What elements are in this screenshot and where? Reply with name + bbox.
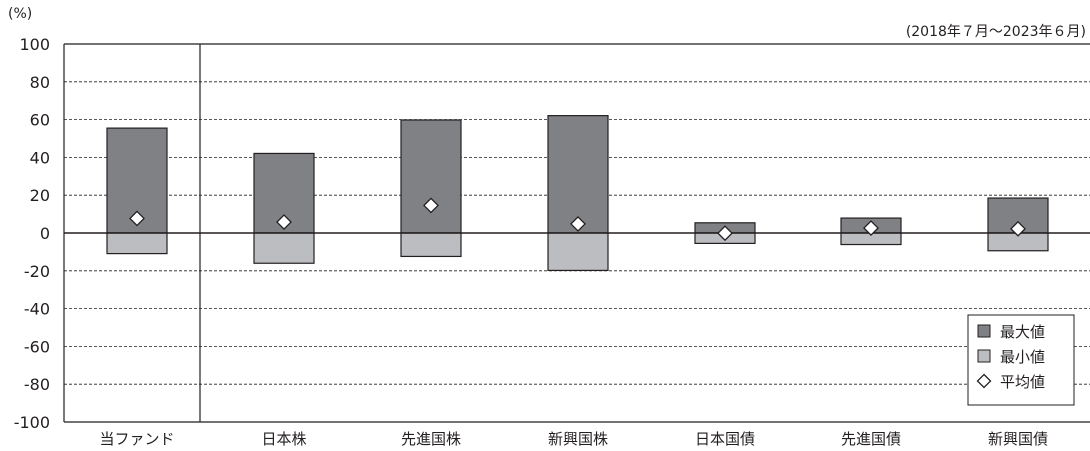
y-tick-label: -80 xyxy=(24,375,50,394)
x-tick-label: 新興国債 xyxy=(988,430,1048,448)
legend-label: 最大値 xyxy=(1000,323,1045,341)
x-tick-label: 日本国債 xyxy=(695,430,755,448)
y-tick-label: 100 xyxy=(19,35,50,54)
average-marker xyxy=(717,225,733,242)
x-tick-label: 先進国債 xyxy=(841,430,901,448)
average-marker xyxy=(129,210,145,227)
gridlines xyxy=(64,81,1090,385)
bar-min xyxy=(253,232,315,264)
bar-min xyxy=(547,232,609,272)
average-marker xyxy=(570,216,586,232)
legend-label: 平均値 xyxy=(1000,373,1045,391)
y-tick-label: 40 xyxy=(30,148,50,167)
average-marker xyxy=(276,214,292,230)
bars xyxy=(106,115,1049,272)
average-markers xyxy=(129,197,1026,242)
legend-marker-average xyxy=(976,373,992,389)
average-marker xyxy=(863,220,879,237)
average-marker xyxy=(423,197,439,214)
legend-swatch-max xyxy=(977,324,991,338)
x-tick-label: 先進国株 xyxy=(401,430,461,448)
y-tick-label: -20 xyxy=(24,262,50,281)
period-label: (2018年７月～2023年６月) xyxy=(905,24,1086,40)
axes xyxy=(63,43,1090,423)
x-tick-label: 当ファンド xyxy=(99,430,174,448)
y-tick-label: 0 xyxy=(40,224,50,243)
y-tick-label: -40 xyxy=(24,300,50,319)
legend-swatch-min xyxy=(977,349,991,363)
y-tick-label: 20 xyxy=(30,186,50,205)
y-axis-unit: (%) xyxy=(8,6,33,22)
legend-label: 最小値 xyxy=(1000,348,1045,366)
bar-min xyxy=(400,232,462,258)
bar-max xyxy=(400,119,462,234)
x-tick-label: 日本株 xyxy=(261,430,306,448)
x-tick-label: 新興国株 xyxy=(548,430,608,448)
y-tick-label: -100 xyxy=(14,413,50,432)
y-tick-label: 60 xyxy=(30,111,50,130)
average-marker xyxy=(1010,220,1026,237)
tick-labels: 100 80 60 40 20 0 -20 -40 -60 -80 -100 当ファンド 日本株 先進国株… xyxy=(14,35,1048,448)
bar-min xyxy=(106,232,168,255)
y-tick-label: 80 xyxy=(30,73,50,92)
y-tick-label: -60 xyxy=(24,337,50,356)
bar-max xyxy=(547,115,609,234)
